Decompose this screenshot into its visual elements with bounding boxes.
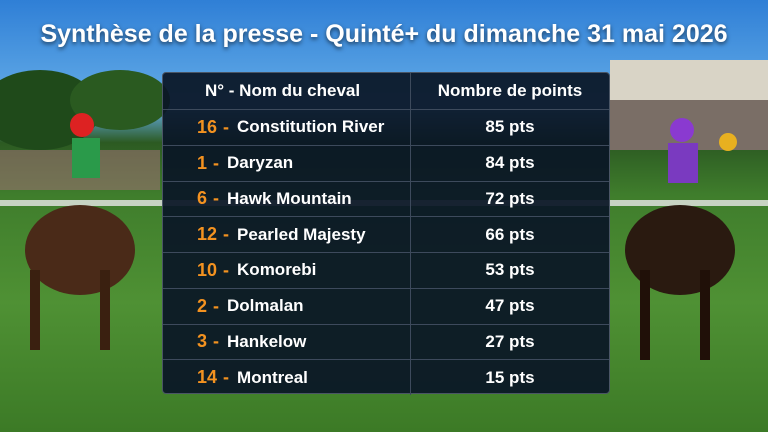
points-cell: 85 pts xyxy=(485,117,535,137)
separator: - xyxy=(223,367,230,388)
horse-number: 1 xyxy=(197,152,208,173)
points-cell: 66 pts xyxy=(485,224,535,244)
points-cell: 84 pts xyxy=(485,153,535,173)
separator: - xyxy=(213,331,220,352)
horse-name: Pearled Majesty xyxy=(237,224,366,244)
table-row: 3- Hankelow 27 pts xyxy=(163,323,609,360)
horse-number: 12 xyxy=(197,224,218,245)
header-cell: Nombre de points xyxy=(437,81,583,100)
horse-name: Hawk Mountain xyxy=(227,188,352,208)
table-row: 10- Komorebi 53 pts xyxy=(163,252,609,288)
horse-cell: 16- Constitution River xyxy=(163,110,411,145)
separator: - xyxy=(213,188,220,209)
horse-cell: 2- Dolmalan xyxy=(163,288,411,324)
header-row: N° - Nom du cheval Nombre de points xyxy=(163,73,609,109)
horse-number: 10 xyxy=(197,259,218,280)
horse-name: Constitution River xyxy=(237,117,385,137)
horse-name: Daryzan xyxy=(227,153,294,173)
points-cell: 53 pts xyxy=(485,260,535,280)
horse-cell: 3- Hankelow xyxy=(163,324,411,360)
points-cell: 27 pts xyxy=(485,331,535,351)
separator: - xyxy=(223,259,230,280)
horse-number: 3 xyxy=(197,331,208,352)
table-row: 14- Montreal 15 pts xyxy=(163,359,609,395)
table-row: 1- Daryzan 84 pts xyxy=(163,144,609,181)
horse-number: 6 xyxy=(197,188,208,209)
separator: - xyxy=(213,295,220,316)
horse-name: Hankelow xyxy=(227,331,307,351)
horse-name: Dolmalan xyxy=(227,296,304,316)
title: Synthèse de la presse - Quinté+ du diman… xyxy=(40,20,728,48)
horse-name: Komorebi xyxy=(237,260,317,280)
horse-name: Montreal xyxy=(237,367,308,387)
table-row: 6- Hawk Mountain 72 pts xyxy=(163,180,609,217)
horse-cell: 14- Montreal xyxy=(163,360,411,395)
separator: - xyxy=(213,152,220,173)
table-row: 16- Constitution River 85 pts xyxy=(163,109,609,145)
table: N° - Nom du cheval Nombre de points 16- C… xyxy=(162,72,610,395)
points-cell: 15 pts xyxy=(485,367,535,387)
points-cell: 72 pts xyxy=(485,188,535,208)
horse-number: 2 xyxy=(197,295,208,316)
horse-number: 16 xyxy=(197,116,218,137)
table-row: 2- Dolmalan 47 pts xyxy=(163,287,609,324)
horse-cell: 6- Hawk Mountain xyxy=(163,181,411,217)
points-cell: 47 pts xyxy=(485,296,535,316)
horse-cell: 10- Komorebi xyxy=(163,253,411,288)
horse-number: 14 xyxy=(197,367,218,388)
table-row: 12- Pearled Majesty 66 pts xyxy=(163,216,609,252)
separator: - xyxy=(223,224,230,245)
horse-cell: 1- Daryzan xyxy=(163,145,411,181)
horse-cell: 12- Pearled Majesty xyxy=(163,217,411,252)
header-cell: N° - Nom du cheval xyxy=(163,73,411,109)
separator: - xyxy=(223,116,230,137)
